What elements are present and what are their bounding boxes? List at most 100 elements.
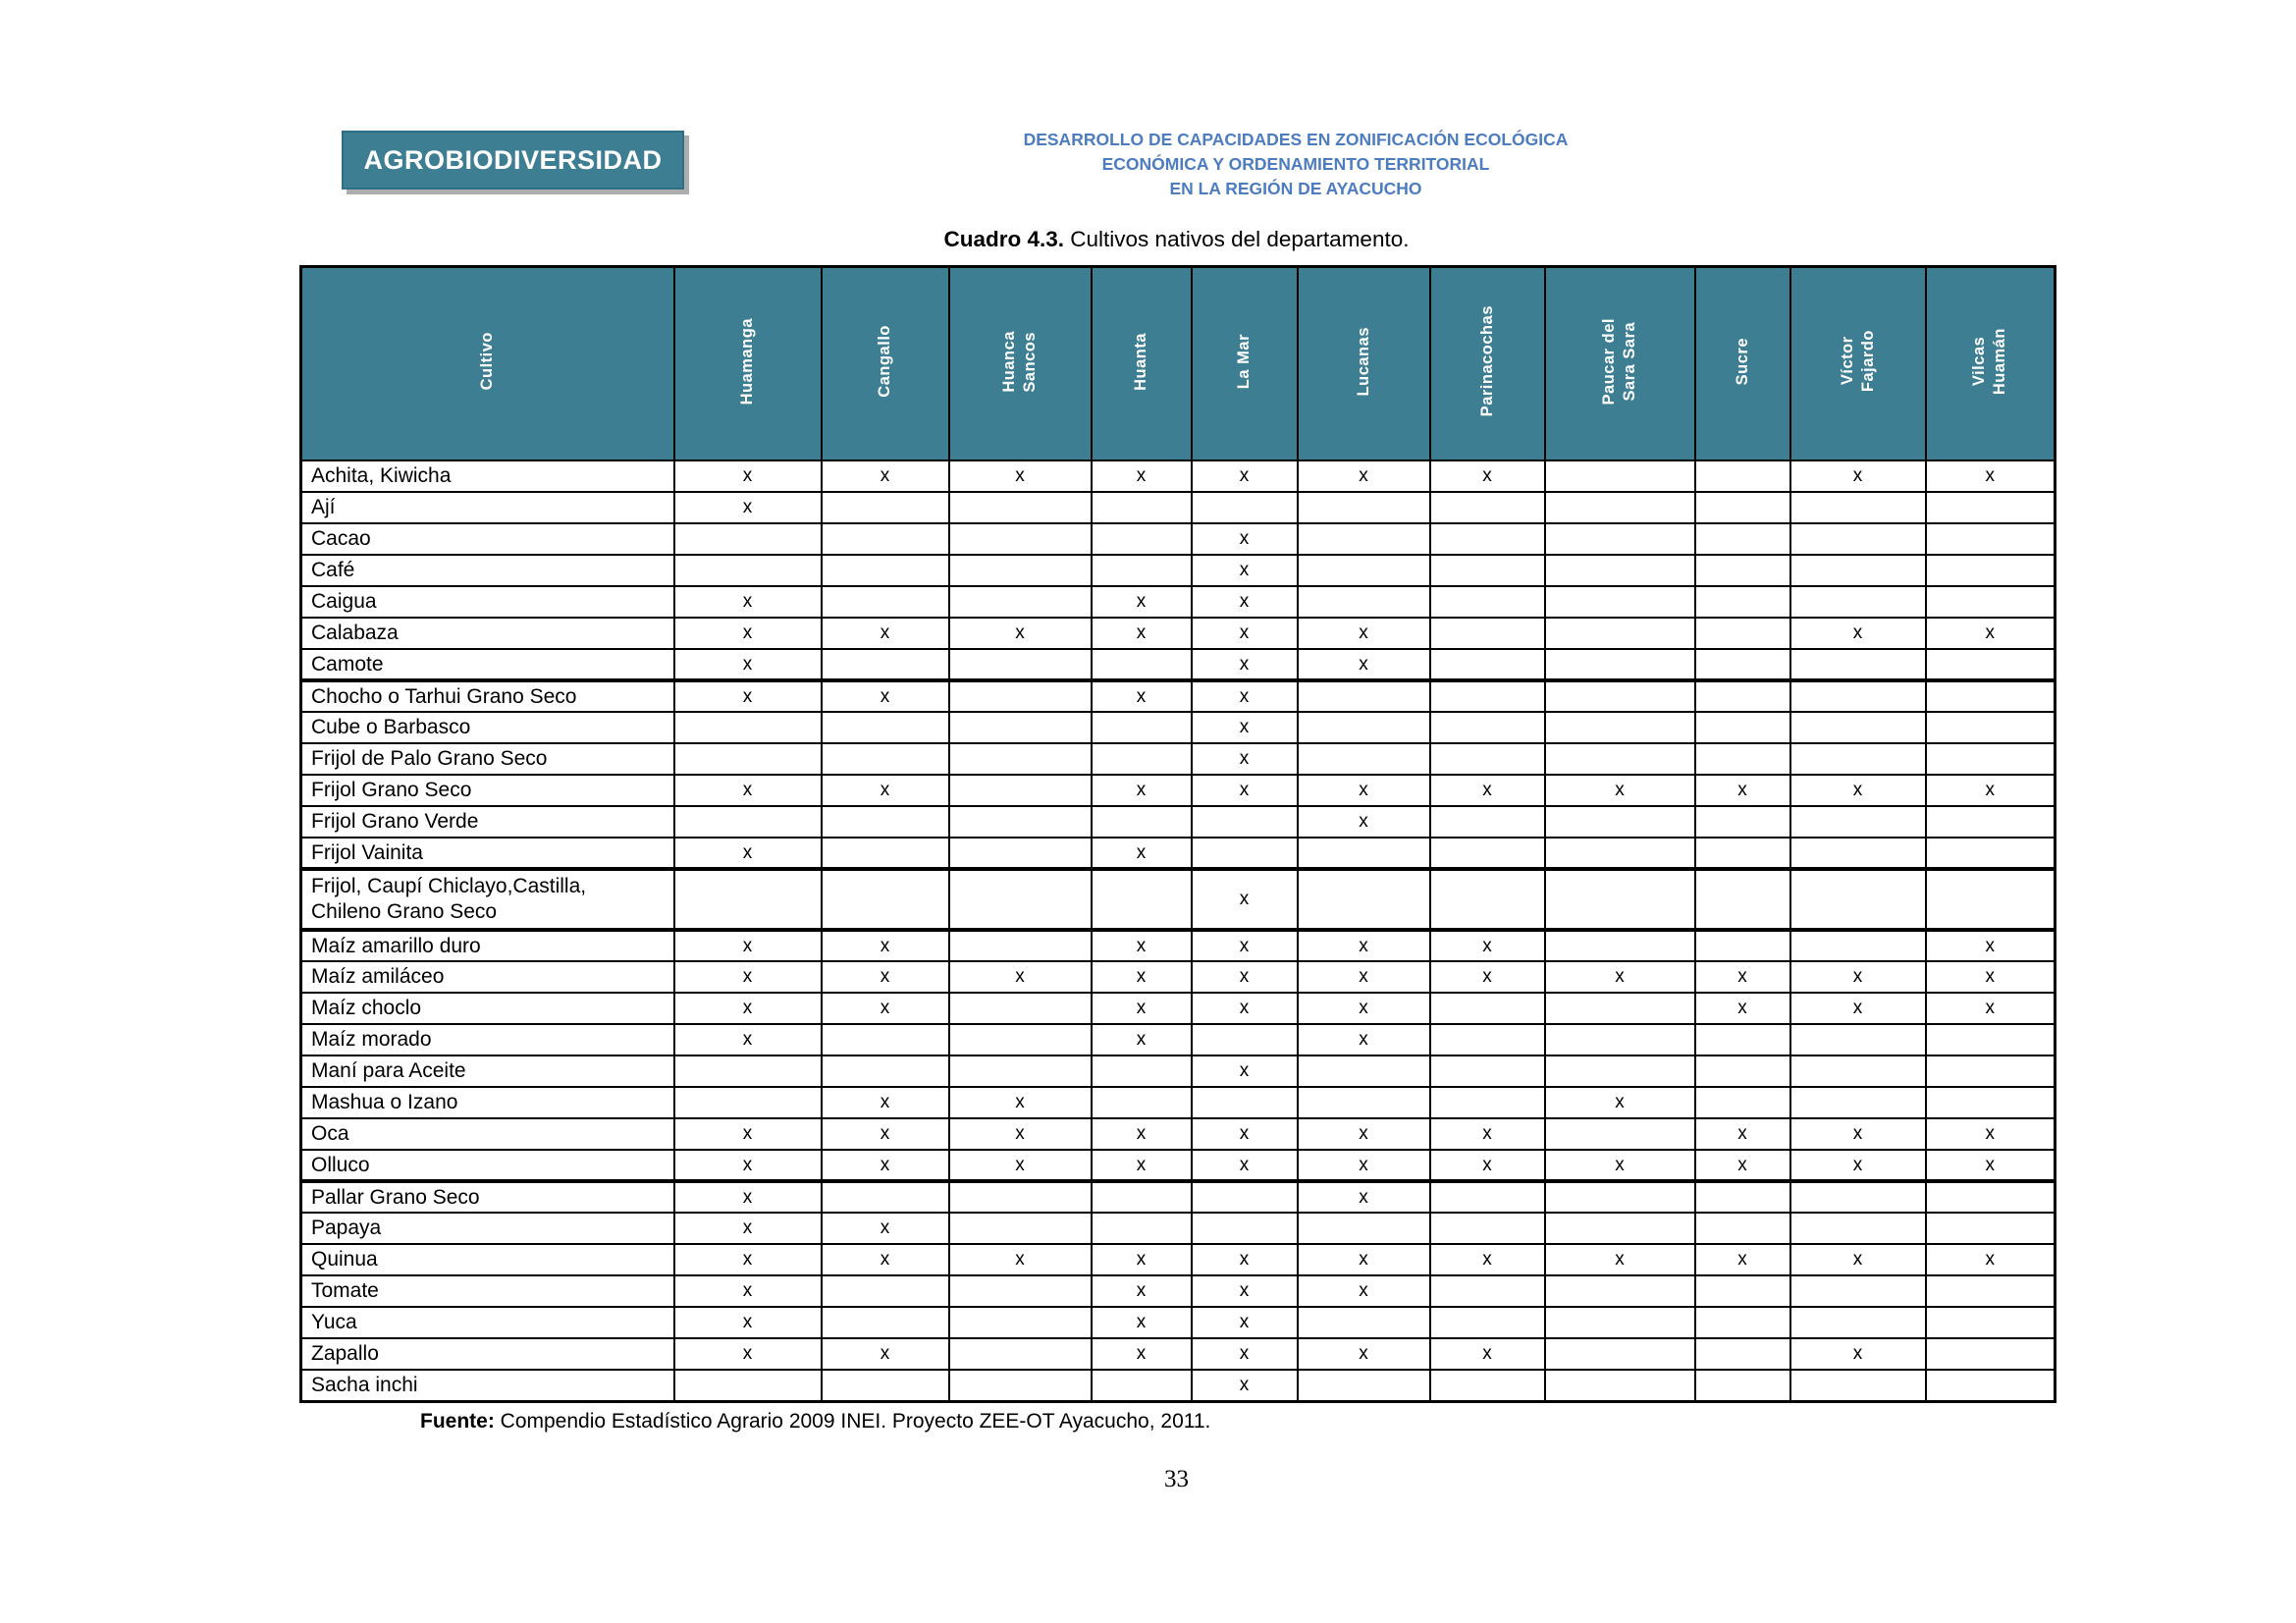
mark-cell-victor-fajardo: x: [1789, 1337, 1927, 1371]
mark-cell-huanca-sancos: [947, 1023, 1093, 1056]
mark-cell-huanca-sancos: [947, 742, 1093, 776]
mark-cell-cangallo: x: [820, 679, 950, 713]
mark-cell-cangallo: [820, 1023, 950, 1056]
crop-row-zapallo: Zapallo x x x x x x x: [299, 1337, 2056, 1371]
crop-name: Quinua: [299, 1243, 675, 1276]
mark-cell-huanta: [1090, 522, 1193, 556]
mark-cell-lucanas: [1296, 837, 1431, 871]
mark-cell-vilcas-huaman: x: [1924, 617, 2056, 650]
mark-cell-lucanas: x: [1296, 1337, 1431, 1371]
crop-name: Frijol de Palo Grano Seco: [299, 742, 675, 776]
document-header: DESARROLLO DE CAPACIDADES EN ZONIFICACIÓ…: [957, 128, 1634, 201]
crop-name: Mashua o Izano: [299, 1086, 675, 1119]
mark-cell-huanca-sancos: [947, 648, 1093, 682]
crop-row-achita-kiwicha: Achita, Kiwicha x x x x x x x x x: [299, 460, 2056, 493]
column-header-label: La Mar: [1235, 333, 1253, 390]
mark-cell-vilcas-huaman: [1924, 648, 2056, 682]
mark-cell-huanta: x: [1090, 679, 1193, 713]
mark-cell-parinacochas: [1428, 1306, 1546, 1339]
crop-row-frijol-vainita: Frijol Vainita x x: [299, 837, 2056, 871]
crop-row-papaya: Papaya x x: [299, 1212, 2056, 1245]
mark-cell-cangallo: [820, 1274, 950, 1308]
mark-cell-sucre: [1693, 837, 1791, 871]
mark-cell-paucar-del-sara-sara: [1543, 1306, 1696, 1339]
mark-cell-huanca-sancos: x: [947, 1117, 1093, 1151]
mark-cell-paucar-del-sara-sara: [1543, 711, 1696, 744]
mark-cell-victor-fajardo: [1789, 837, 1927, 871]
mark-cell-la-mar: [1190, 805, 1299, 839]
source-label: Fuente:: [420, 1410, 495, 1433]
mark-cell-paucar-del-sara-sara: [1543, 1274, 1696, 1308]
mark-cell-huanta: [1090, 1369, 1193, 1402]
crop-row-tomate: Tomate x x x x: [299, 1274, 2056, 1308]
mark-cell-sucre: [1693, 1306, 1791, 1339]
mark-cell-parinacochas: x: [1428, 1337, 1546, 1371]
mark-cell-huamanga: [672, 742, 823, 776]
mark-cell-sucre: [1693, 1180, 1791, 1214]
mark-cell-cangallo: x: [820, 1212, 950, 1245]
column-header-huanta: Huanta: [1090, 265, 1193, 461]
mark-cell-cangallo: [820, 742, 950, 776]
mark-cell-sucre: [1693, 491, 1791, 524]
mark-cell-huanta: x: [1090, 1149, 1193, 1183]
mark-cell-parinacochas: [1428, 1212, 1546, 1245]
mark-cell-victor-fajardo: x: [1789, 1243, 1927, 1276]
mark-cell-parinacochas: x: [1428, 960, 1546, 994]
mark-cell-paucar-del-sara-sara: [1543, 617, 1696, 650]
mark-cell-cangallo: x: [820, 774, 950, 807]
mark-cell-cangallo: [820, 1180, 950, 1214]
mark-cell-huanta: [1090, 1086, 1193, 1119]
mark-cell-cangallo: x: [820, 1117, 950, 1151]
mark-cell-victor-fajardo: [1789, 1369, 1927, 1402]
crop-row-frijol-grano-seco: Frijol Grano Seco x x x x x x x x x x: [299, 774, 2056, 807]
mark-cell-huanca-sancos: [947, 1212, 1093, 1245]
mark-cell-huamanga: x: [672, 1117, 823, 1151]
crop-row-caigua: Caigua x x x: [299, 585, 2056, 619]
mark-cell-la-mar: x: [1190, 460, 1299, 493]
mark-cell-lucanas: [1296, 868, 1431, 932]
mark-cell-lucanas: x: [1296, 960, 1431, 994]
mark-cell-lucanas: x: [1296, 460, 1431, 493]
mark-cell-parinacochas: [1428, 585, 1546, 619]
mark-cell-victor-fajardo: x: [1789, 960, 1927, 994]
mark-cell-parinacochas: [1428, 679, 1546, 713]
mark-cell-paucar-del-sara-sara: [1543, 648, 1696, 682]
mark-cell-victor-fajardo: x: [1789, 774, 1927, 807]
column-header-paucar-del-sara-sara: Paucar del Sara Sara: [1543, 265, 1696, 461]
mark-cell-cangallo: x: [820, 992, 950, 1025]
mark-cell-sucre: [1693, 742, 1791, 776]
crop-name: Camote: [299, 648, 675, 682]
mark-cell-victor-fajardo: [1789, 491, 1927, 524]
mark-cell-parinacochas: [1428, 992, 1546, 1025]
mark-cell-paucar-del-sara-sara: [1543, 585, 1696, 619]
mark-cell-huanca-sancos: [947, 711, 1093, 744]
mark-cell-lucanas: x: [1296, 929, 1431, 962]
source-text: Compendio Estadístico Agrario 2009 INEI.…: [494, 1410, 1211, 1433]
mark-cell-lucanas: [1296, 742, 1431, 776]
mark-cell-huanca-sancos: x: [947, 1243, 1093, 1276]
column-header-parinacochas: Parinacochas: [1428, 265, 1546, 461]
mark-cell-huanta: [1090, 1180, 1193, 1214]
mark-cell-vilcas-huaman: [1924, 742, 2056, 776]
table-title: Cuadro 4.3. Cultivos nativos del departa…: [299, 227, 2054, 252]
mark-cell-huamanga: x: [672, 992, 823, 1025]
mark-cell-huanca-sancos: [947, 837, 1093, 871]
mark-cell-huanca-sancos: [947, 805, 1093, 839]
mark-cell-vilcas-huaman: x: [1924, 774, 2056, 807]
mark-cell-lucanas: x: [1296, 1149, 1431, 1183]
mark-cell-victor-fajardo: [1789, 711, 1927, 744]
mark-cell-cangallo: x: [820, 1337, 950, 1371]
mark-cell-lucanas: [1296, 711, 1431, 744]
mark-cell-parinacochas: [1428, 522, 1546, 556]
crop-row-maiz-amilaceo: Maíz amiláceo x x x x x x x x x x x: [299, 960, 2056, 994]
table-title-text: Cultivos nativos del departamento.: [1064, 227, 1410, 251]
mark-cell-huanca-sancos: x: [947, 960, 1093, 994]
crop-name: Cacao: [299, 522, 675, 556]
mark-cell-paucar-del-sara-sara: [1543, 805, 1696, 839]
mark-cell-sucre: [1693, 1274, 1791, 1308]
mark-cell-huanta: x: [1090, 617, 1193, 650]
mark-cell-sucre: [1693, 679, 1791, 713]
mark-cell-parinacochas: [1428, 805, 1546, 839]
mark-cell-vilcas-huaman: x: [1924, 1149, 2056, 1183]
